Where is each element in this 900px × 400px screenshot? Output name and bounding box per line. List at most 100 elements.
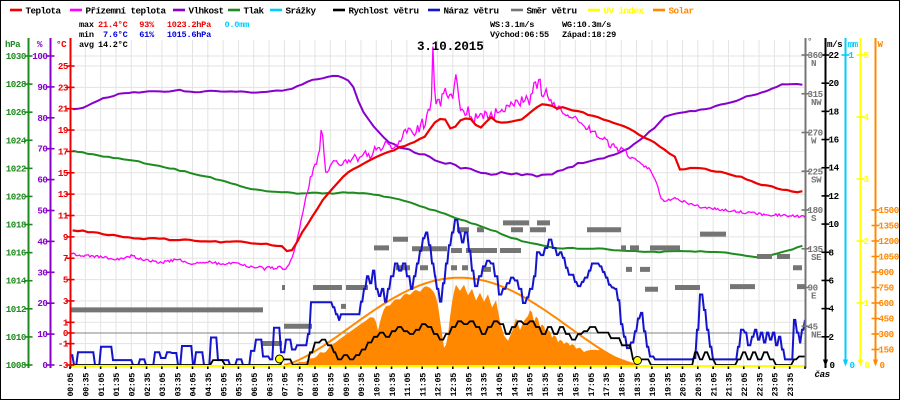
svg-text:1028: 1028 bbox=[6, 79, 27, 90]
svg-text:450: 450 bbox=[879, 314, 894, 325]
svg-text:11:05: 11:05 bbox=[403, 373, 413, 397]
svg-text:17: 17 bbox=[58, 146, 68, 157]
svg-text:Náraz větru: Náraz větru bbox=[444, 6, 499, 17]
svg-text:6: 6 bbox=[829, 275, 834, 286]
svg-text:10: 10 bbox=[829, 219, 839, 230]
svg-text:21.4°C: 21.4°C bbox=[98, 20, 128, 30]
svg-text:18: 18 bbox=[829, 106, 840, 117]
svg-text:m/s: m/s bbox=[827, 39, 842, 50]
svg-text:Srážky: Srážky bbox=[286, 6, 317, 17]
svg-text:40: 40 bbox=[37, 236, 47, 247]
svg-text:°: ° bbox=[807, 36, 812, 47]
svg-text:02:05: 02:05 bbox=[127, 373, 137, 397]
svg-text:18:05: 18:05 bbox=[617, 373, 627, 397]
svg-text:04:05: 04:05 bbox=[189, 373, 199, 397]
svg-text:07:05: 07:05 bbox=[281, 373, 291, 397]
svg-text:1350: 1350 bbox=[879, 221, 899, 232]
svg-text:11: 11 bbox=[58, 211, 69, 222]
svg-text:20: 20 bbox=[829, 78, 839, 89]
svg-text:1012: 1012 bbox=[6, 304, 26, 315]
svg-text:13:35: 13:35 bbox=[480, 373, 490, 397]
svg-text:360: 360 bbox=[808, 50, 823, 61]
svg-text:15:35: 15:35 bbox=[541, 373, 551, 397]
svg-text:NW: NW bbox=[811, 97, 822, 108]
svg-text:13:05: 13:05 bbox=[464, 373, 474, 397]
svg-text:Tlak: Tlak bbox=[244, 6, 265, 17]
svg-text:09:05: 09:05 bbox=[342, 373, 352, 397]
svg-text:°C: °C bbox=[56, 39, 67, 50]
svg-text:0.0mm: 0.0mm bbox=[224, 20, 249, 30]
svg-text:06:35: 06:35 bbox=[265, 373, 275, 397]
svg-text:UV index: UV index bbox=[604, 6, 645, 17]
svg-text:93%: 93% bbox=[139, 20, 155, 30]
svg-text:Západ:18:29: Západ:18:29 bbox=[562, 30, 616, 40]
svg-text:12: 12 bbox=[829, 191, 839, 202]
svg-text:180: 180 bbox=[808, 205, 823, 216]
svg-text:1018: 1018 bbox=[6, 220, 27, 231]
svg-text:SE: SE bbox=[811, 252, 822, 263]
svg-text:4: 4 bbox=[829, 304, 835, 315]
svg-text:10:35: 10:35 bbox=[388, 373, 398, 397]
svg-text:SW: SW bbox=[811, 174, 822, 185]
svg-text:8: 8 bbox=[829, 247, 835, 258]
svg-text:16: 16 bbox=[829, 135, 839, 146]
svg-text:50: 50 bbox=[37, 206, 47, 217]
svg-text:2: 2 bbox=[864, 236, 869, 247]
svg-text:16:35: 16:35 bbox=[572, 373, 582, 397]
svg-text:avg: avg bbox=[79, 40, 94, 50]
svg-text:06:05: 06:05 bbox=[250, 373, 260, 397]
svg-text:1200: 1200 bbox=[879, 236, 899, 247]
svg-text:100: 100 bbox=[32, 51, 47, 62]
svg-text:17:35: 17:35 bbox=[602, 373, 612, 397]
svg-text:21: 21 bbox=[58, 104, 69, 115]
svg-text:10: 10 bbox=[37, 329, 47, 340]
svg-text:1: 1 bbox=[63, 317, 69, 328]
svg-text:Rychlost větru: Rychlost větru bbox=[349, 6, 419, 17]
svg-text:20:05: 20:05 bbox=[679, 373, 689, 397]
svg-text:270: 270 bbox=[808, 128, 823, 139]
svg-text:3: 3 bbox=[864, 174, 870, 185]
svg-text:0: 0 bbox=[830, 360, 835, 371]
svg-text:1020: 1020 bbox=[6, 191, 26, 202]
svg-text:25: 25 bbox=[58, 61, 69, 72]
svg-text:Směr větru: Směr větru bbox=[527, 6, 577, 17]
svg-text:N: N bbox=[811, 58, 816, 69]
svg-text:01:05: 01:05 bbox=[97, 373, 107, 397]
svg-text:19: 19 bbox=[58, 125, 68, 136]
svg-text:Východ:06:55: Východ:06:55 bbox=[490, 30, 549, 40]
svg-text:20:35: 20:35 bbox=[694, 373, 704, 397]
svg-text:1: 1 bbox=[849, 50, 855, 61]
svg-text:10:05: 10:05 bbox=[372, 373, 382, 397]
svg-text:1024: 1024 bbox=[6, 135, 27, 146]
svg-text:0: 0 bbox=[850, 360, 855, 371]
svg-text:11:35: 11:35 bbox=[418, 373, 428, 397]
svg-text:70: 70 bbox=[37, 144, 47, 155]
svg-text:1: 1 bbox=[864, 298, 870, 309]
svg-text:W: W bbox=[878, 39, 884, 50]
svg-text:600: 600 bbox=[879, 298, 894, 309]
svg-text:NE: NE bbox=[811, 329, 822, 340]
svg-text:15:05: 15:05 bbox=[526, 373, 536, 397]
svg-text:0: 0 bbox=[865, 360, 870, 371]
svg-text:14.2°C: 14.2°C bbox=[98, 40, 128, 50]
svg-text:225: 225 bbox=[808, 166, 824, 177]
svg-text:1010: 1010 bbox=[6, 332, 26, 343]
svg-text:14:05: 14:05 bbox=[495, 373, 505, 397]
svg-text:90: 90 bbox=[37, 82, 47, 93]
svg-text:20: 20 bbox=[37, 298, 47, 309]
svg-text:-1: -1 bbox=[58, 339, 69, 350]
svg-text:21:05: 21:05 bbox=[709, 373, 719, 397]
svg-text:3: 3 bbox=[63, 296, 69, 307]
svg-text:W: W bbox=[811, 136, 817, 147]
svg-text:max: max bbox=[79, 20, 94, 30]
svg-text:-3: -3 bbox=[58, 360, 69, 371]
svg-text:3.10.2015: 3.10.2015 bbox=[417, 40, 484, 54]
svg-text:1030: 1030 bbox=[6, 51, 26, 62]
svg-text:135: 135 bbox=[808, 244, 824, 255]
svg-text:7.6°C: 7.6°C bbox=[103, 30, 128, 40]
svg-text:18:35: 18:35 bbox=[633, 373, 643, 397]
svg-text:45: 45 bbox=[808, 321, 819, 332]
svg-text:%: % bbox=[37, 39, 43, 50]
svg-text:12:35: 12:35 bbox=[449, 373, 459, 397]
svg-text:1014: 1014 bbox=[6, 276, 27, 287]
